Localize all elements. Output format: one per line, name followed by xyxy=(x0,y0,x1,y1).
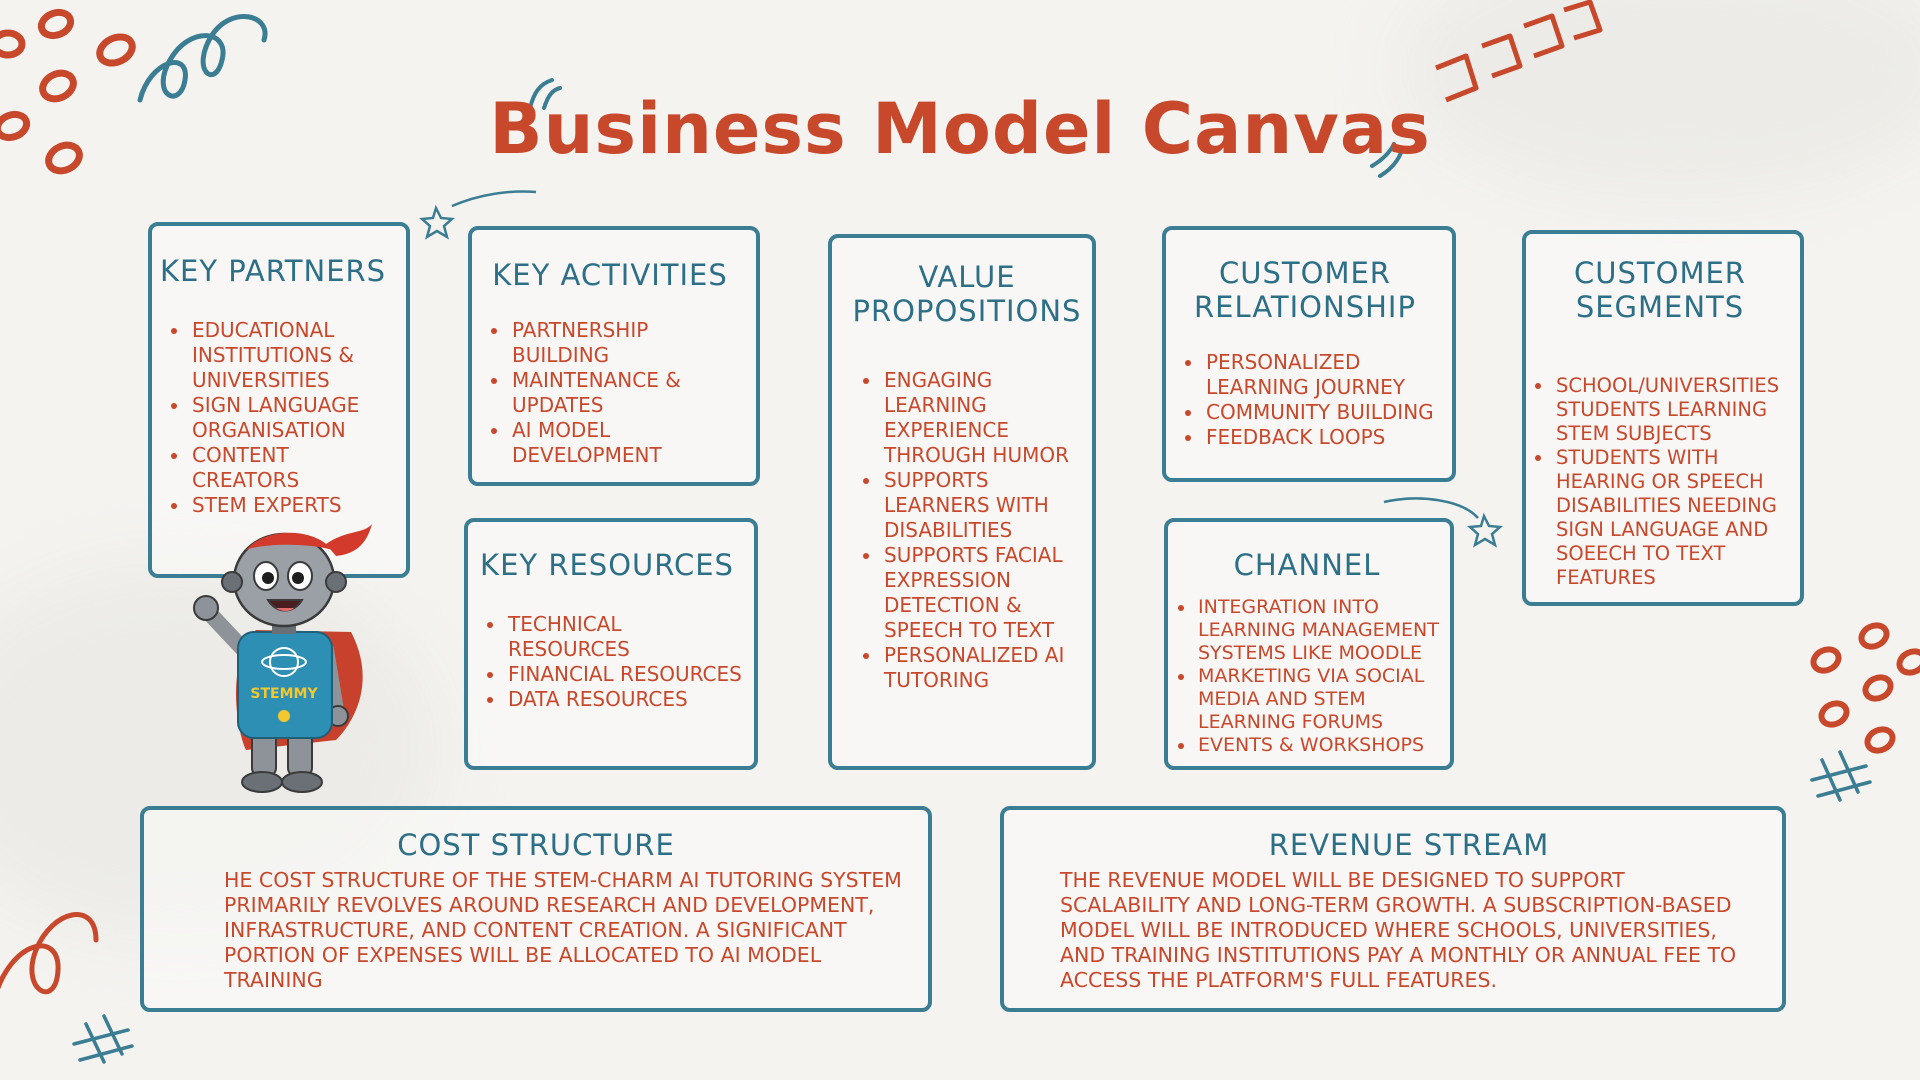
shooting-star-trail xyxy=(1383,497,1479,519)
star-icon xyxy=(1466,512,1504,548)
list-item: SCHOOL/UNIVERSITIES STUDENTS LEARNING ST… xyxy=(1554,374,1794,446)
list-item: FINANCIAL RESOURCES xyxy=(506,662,746,687)
orange-loop-icon xyxy=(0,912,99,995)
revenue-stream-text: THE REVENUE MODEL WILL BE DESIGNED TO SU… xyxy=(1060,868,1737,992)
channel-box: CHANNEL INTEGRATION INTO LEARNING MANAGE… xyxy=(1164,518,1454,770)
cost-structure-text: HE COST STRUCTURE OF THE STEM-CHARM AI T… xyxy=(224,868,902,992)
list-item: PERSONALIZED AI TUTORING xyxy=(882,643,1082,693)
list-item: EDUCATIONAL INSTITUTIONS & UNIVERSITIES xyxy=(190,318,400,393)
list-item: CONTENT CREATORS xyxy=(190,443,400,493)
value-propositions-heading: VALUE PROPOSITIONS xyxy=(852,260,1082,328)
list-item: FEEDBACK LOOPS xyxy=(1204,425,1444,450)
orange-rings-icon xyxy=(1810,622,1920,754)
key-partners-heading: KEY PARTNERS xyxy=(160,254,387,288)
value-propositions-list: ENGAGING LEARNING EXPERIENCE THROUGH HUM… xyxy=(852,368,1082,693)
list-item: PERSONALIZED LEARNING JOURNEY xyxy=(1204,350,1444,400)
list-item: EVENTS & WORKSHOPS xyxy=(1196,734,1446,757)
page-title: Business Model Canvas xyxy=(489,88,1431,170)
list-item: ENGAGING LEARNING EXPERIENCE THROUGH HUM… xyxy=(882,368,1082,468)
list-item: DATA RESOURCES xyxy=(506,687,746,712)
list-item: SUPPORTS LEARNERS WITH DISABILITIES xyxy=(882,468,1082,543)
list-item: STEM EXPERTS xyxy=(190,493,400,518)
customer-segments-heading: CUSTOMER SEGMENTS xyxy=(1574,256,1746,324)
title-accent-left xyxy=(542,86,562,110)
customer-segments-list: SCHOOL/UNIVERSITIES STUDENTS LEARNING ST… xyxy=(1526,374,1794,590)
list-item: MARKETING VIA SOCIAL MEDIA AND STEM LEAR… xyxy=(1196,665,1446,734)
title-accent-left xyxy=(528,78,554,110)
star-icon xyxy=(418,204,456,240)
hash-doodle-icon xyxy=(72,1014,134,1064)
list-item: MAINTENANCE & UPDATES xyxy=(510,368,748,418)
list-item: SUPPORTS FACIAL EXPRESSION DETECTION & S… xyxy=(882,543,1082,643)
list-item: COMMUNITY BUILDING xyxy=(1204,400,1444,425)
channel-heading: CHANNEL xyxy=(1233,548,1381,582)
customer-relationship-heading: CUSTOMER RELATIONSHIP xyxy=(1194,256,1416,324)
hash-doodle-icon xyxy=(1810,750,1872,802)
list-item: INTEGRATION INTO LEARNING MANAGEMENT SYS… xyxy=(1196,596,1446,665)
key-resources-list: TECHNICAL RESOURCES FINANCIAL RESOURCES … xyxy=(468,612,746,712)
shooting-star-trail xyxy=(451,190,537,208)
orange-rings-icon xyxy=(0,8,136,175)
list-item: SIGN LANGUAGE ORGANISATION xyxy=(190,393,400,443)
customer-relationship-list: PERSONALIZED LEARNING JOURNEY COMMUNITY … xyxy=(1166,350,1444,450)
list-item: STUDENTS WITH HEARING OR SPEECH DISABILI… xyxy=(1554,446,1794,590)
cost-structure-box: COST STRUCTURE HE COST STRUCTURE OF THE … xyxy=(140,806,932,1012)
list-item: TECHNICAL RESOURCES xyxy=(506,612,746,662)
key-resources-box: KEY RESOURCES TECHNICAL RESOURCES FINANC… xyxy=(464,518,758,770)
key-partners-list: EDUCATIONAL INSTITUTIONS & UNIVERSITIES … xyxy=(152,318,400,518)
robot-mascot: STEMMY xyxy=(193,524,372,793)
list-item: AI MODEL DEVELOPMENT xyxy=(510,418,748,468)
key-activities-heading: KEY ACTIVITIES xyxy=(492,258,728,292)
title-accent-right xyxy=(1370,142,1396,168)
cost-structure-heading: COST STRUCTURE xyxy=(397,828,675,862)
customer-relationship-box: CUSTOMER RELATIONSHIP PERSONALIZED LEARN… xyxy=(1162,226,1456,482)
teal-swirl-icon xyxy=(137,14,268,103)
value-propositions-box: VALUE PROPOSITIONS ENGAGING LEARNING EXP… xyxy=(828,234,1096,770)
customer-segments-box: CUSTOMER SEGMENTS SCHOOL/UNIVERSITIES ST… xyxy=(1522,230,1804,606)
mascot-shirt-label: STEMMY xyxy=(250,686,318,702)
list-item: PARTNERSHIP BUILDING xyxy=(510,318,748,368)
channel-list: INTEGRATION INTO LEARNING MANAGEMENT SYS… xyxy=(1168,596,1446,757)
revenue-stream-heading: REVENUE STREAM xyxy=(1268,828,1550,862)
revenue-stream-box: REVENUE STREAM THE REVENUE MODEL WILL BE… xyxy=(1000,806,1786,1012)
key-activities-box: KEY ACTIVITIES PARTNERSHIP BUILDING MAIN… xyxy=(468,226,760,486)
chevron-arrows-icon xyxy=(1435,0,1603,103)
key-resources-heading: KEY RESOURCES xyxy=(480,548,734,582)
title-accent-right xyxy=(1378,148,1404,178)
key-activities-list: PARTNERSHIP BUILDING MAINTENANCE & UPDAT… xyxy=(472,318,748,468)
